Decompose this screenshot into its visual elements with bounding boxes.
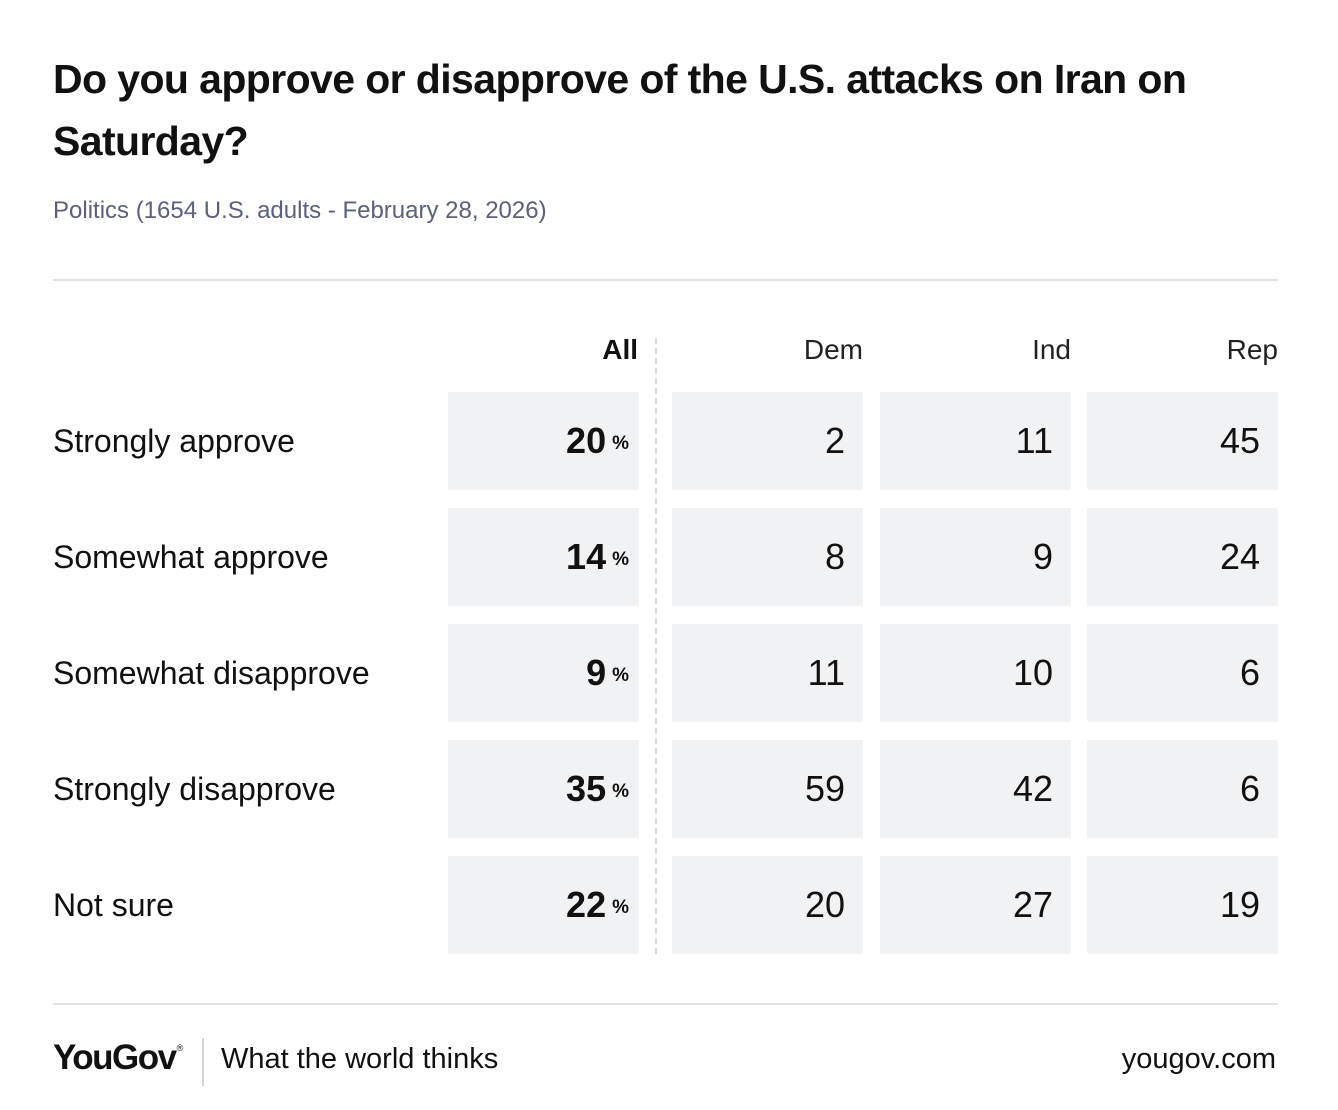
all-value: 14 <box>566 536 607 577</box>
cell-dem: 8 <box>672 508 863 606</box>
all-value: 35 <box>566 768 607 809</box>
cell-rep: 45 <box>1087 392 1278 490</box>
cell-value: 19 <box>1219 884 1260 925</box>
bottom-divider <box>53 1003 1278 1005</box>
row-label: Not sure <box>53 887 174 923</box>
cell-dem: 20 <box>672 856 863 954</box>
cell-all: 9% <box>448 624 639 722</box>
percent-sign: % <box>612 549 629 570</box>
yougov-logo-text: YouGov <box>53 1038 177 1077</box>
site-link[interactable]: yougov.com <box>1121 1043 1276 1075</box>
cell-value: 11 <box>807 652 845 693</box>
cell-ind: 11 <box>880 392 1071 490</box>
cell-ind: 42 <box>880 740 1071 838</box>
percent-sign: % <box>612 897 629 918</box>
column-header-dem: Dem <box>803 334 863 365</box>
cell-value: 8 <box>824 536 845 577</box>
all-value: 20 <box>566 420 607 461</box>
percent-sign: % <box>612 781 629 802</box>
cell-rep: 6 <box>1087 624 1278 722</box>
cell-value: 2 <box>824 420 845 461</box>
cell-rep: 19 <box>1087 856 1278 954</box>
cell-value: 6 <box>1239 768 1260 809</box>
cell-value: 9 <box>1032 536 1053 577</box>
row-label: Strongly approve <box>53 423 295 459</box>
cell-rep: 24 <box>1087 508 1278 606</box>
cell-ind: 9 <box>880 508 1071 606</box>
cell-dem: 2 <box>672 392 863 490</box>
cell-all: 20% <box>448 392 639 490</box>
cell-value: 6 <box>1239 652 1260 693</box>
registered-mark: ® <box>176 1043 184 1053</box>
footer-divider <box>202 1038 204 1086</box>
row-label: Strongly disapprove <box>53 771 336 807</box>
column-header-all: All <box>602 334 638 365</box>
percent-sign: % <box>612 433 629 454</box>
cell-dem: 59 <box>672 740 863 838</box>
yougov-logo: YouGov® <box>53 1038 183 1078</box>
cell-ind: 10 <box>880 624 1071 722</box>
cell-value: 20 <box>804 884 845 925</box>
cell-value: 27 <box>1012 884 1053 925</box>
row-label: Somewhat approve <box>53 539 329 575</box>
cell-value: 42 <box>1012 768 1053 809</box>
cell-value: 10 <box>1012 652 1053 693</box>
cell-all: 22% <box>448 856 639 954</box>
cell-dem: 11 <box>672 624 863 722</box>
top-divider <box>53 279 1278 281</box>
tagline: What the world thinks <box>221 1043 499 1075</box>
cell-all: 14% <box>448 508 639 606</box>
all-value: 9 <box>586 652 607 693</box>
cell-rep: 6 <box>1087 740 1278 838</box>
cell-ind: 27 <box>880 856 1071 954</box>
cell-all: 35% <box>448 740 639 838</box>
cell-value: 45 <box>1219 420 1260 461</box>
chart-title: Do you approve or disapprove of the U.S.… <box>53 56 1187 164</box>
row-label: Somewhat disapprove <box>53 655 370 691</box>
cell-value: 59 <box>804 768 845 809</box>
column-header-ind: Ind <box>1032 334 1071 365</box>
all-column-separator <box>655 338 657 954</box>
cell-value: 24 <box>1219 536 1260 577</box>
all-value: 22 <box>566 884 607 925</box>
chart-subtitle: Politics (1654 U.S. adults - February 28… <box>53 197 547 224</box>
cell-value: 11 <box>1015 420 1053 461</box>
column-header-rep: Rep <box>1226 334 1278 365</box>
percent-sign: % <box>612 665 629 686</box>
